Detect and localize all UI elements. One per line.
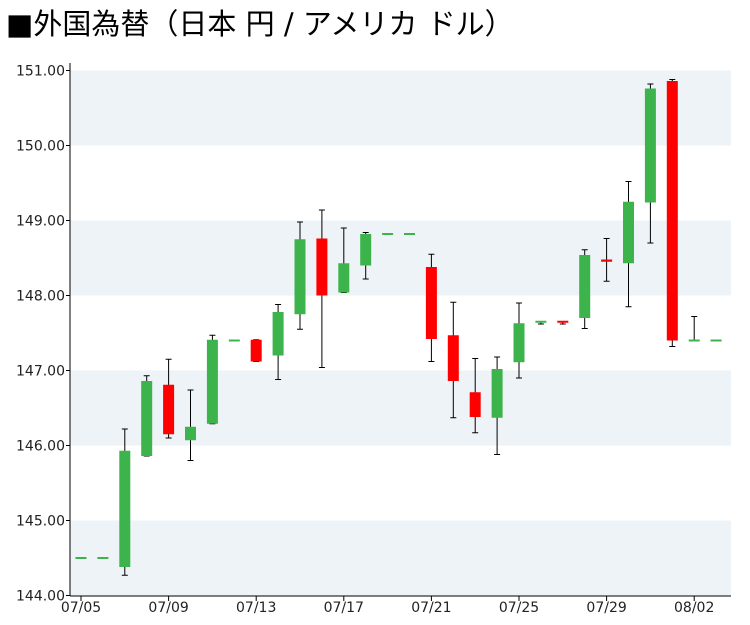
y-tick-label: 149.00 <box>16 214 65 230</box>
candle-body-up <box>272 312 284 356</box>
candle <box>185 389 196 461</box>
x-tick-label: 07/09 <box>148 600 188 616</box>
x-tick-label: 07/05 <box>61 600 101 616</box>
x-tick-label: 07/25 <box>499 600 539 616</box>
candle <box>623 181 634 308</box>
candle <box>447 301 459 419</box>
candle <box>272 304 284 380</box>
candle-body-down <box>163 384 175 435</box>
x-tick-label: 07/13 <box>236 600 276 616</box>
candle-body-up <box>623 201 634 264</box>
candle <box>710 339 722 342</box>
candle <box>163 358 175 439</box>
candle-body-up <box>338 263 350 293</box>
candle-body-down <box>601 259 613 262</box>
x-tick-label: 07/29 <box>586 600 626 616</box>
axes: 144.00 145.00 146.00 147.00 148.00 149.00 150.… <box>16 63 731 616</box>
candle-body-up <box>688 339 700 342</box>
candle <box>579 249 591 329</box>
candle-body-down <box>250 339 262 362</box>
candle-body-up <box>360 234 372 266</box>
candles <box>75 79 722 576</box>
candle-body-up <box>404 233 415 235</box>
grid-band <box>70 370 731 446</box>
x-tick-label: 07/21 <box>411 600 451 616</box>
y-tick-label: 147.00 <box>16 364 65 380</box>
y-tick-label: 148.00 <box>16 289 65 305</box>
grid-band <box>70 220 731 296</box>
candle <box>206 334 218 425</box>
grid-bands <box>70 70 731 596</box>
candle <box>75 557 87 559</box>
candle-body-up <box>710 339 722 342</box>
candle-body-up <box>535 320 547 323</box>
candle-body-down <box>666 81 678 341</box>
candle-body-up <box>206 339 218 424</box>
candle-body-down <box>316 238 328 296</box>
x-tick-label: 08/02 <box>674 600 714 616</box>
candle <box>228 339 240 342</box>
grid-band <box>70 520 731 596</box>
candle-body-down <box>425 267 437 339</box>
x-tick-label: 07/17 <box>324 600 364 616</box>
candle <box>119 428 131 576</box>
candle <box>535 320 547 325</box>
y-tick-label: 150.00 <box>16 139 65 155</box>
candle <box>666 79 678 347</box>
candle <box>644 83 656 244</box>
candle <box>491 356 503 455</box>
y-tick-label: 151.00 <box>16 64 65 80</box>
candle-body-up <box>185 426 196 441</box>
candle-body-down <box>447 335 459 381</box>
candle-body-up <box>294 239 306 315</box>
candle-body-up <box>75 557 87 559</box>
candle-body-up <box>141 381 153 456</box>
candle <box>469 358 481 434</box>
candle-body-up <box>228 339 240 342</box>
chart-title: ■外国為替（日本 円 / アメリカ ドル） <box>6 7 514 41</box>
candle <box>425 253 437 362</box>
candle <box>338 227 350 293</box>
candle <box>557 320 569 325</box>
y-tick-label: 144.00 <box>16 589 65 605</box>
candle-body-up <box>513 323 525 363</box>
candle <box>250 339 262 362</box>
candle <box>316 209 328 368</box>
candle-body-up <box>119 450 131 567</box>
candle <box>360 232 372 280</box>
y-tick-label: 146.00 <box>16 439 65 455</box>
candle-body-up <box>382 233 394 235</box>
candle <box>294 221 306 330</box>
y-tick-label: 145.00 <box>16 514 65 530</box>
grid-band <box>70 70 731 146</box>
candle-body-up <box>97 557 109 559</box>
candle <box>141 375 153 457</box>
candle <box>404 233 415 235</box>
candle <box>601 238 613 282</box>
candle <box>688 316 700 342</box>
candle-body-up <box>579 255 591 318</box>
candle-body-down <box>469 392 481 417</box>
candle <box>97 557 109 559</box>
candle-body-up <box>644 88 656 203</box>
candle <box>513 302 525 379</box>
candle <box>382 233 394 235</box>
candle-body-down <box>557 320 569 323</box>
candle-body-up <box>491 369 503 418</box>
